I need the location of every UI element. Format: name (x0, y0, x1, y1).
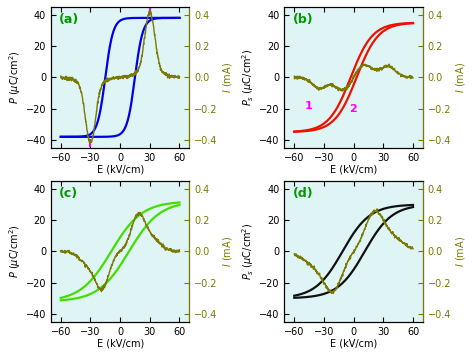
X-axis label: E (kV/cm): E (kV/cm) (97, 338, 144, 348)
Y-axis label: $I\ $(mA): $I\ $(mA) (454, 62, 467, 93)
Y-axis label: $I\ $(mA): $I\ $(mA) (220, 236, 234, 267)
Y-axis label: $I\ $(mA): $I\ $(mA) (454, 236, 467, 267)
Text: 2: 2 (349, 104, 356, 114)
Y-axis label: $P\ (\mu$C/cm$^2)$: $P\ (\mu$C/cm$^2)$ (7, 225, 23, 278)
Text: (b): (b) (293, 12, 313, 26)
Text: (c): (c) (59, 187, 78, 200)
Text: 1: 1 (304, 101, 312, 111)
X-axis label: E (kV/cm): E (kV/cm) (330, 164, 377, 174)
X-axis label: E (kV/cm): E (kV/cm) (97, 164, 144, 174)
Y-axis label: $I\ $(mA): $I\ $(mA) (220, 62, 234, 93)
Y-axis label: $P_s\ (\mu$C/cm$^2)$: $P_s\ (\mu$C/cm$^2)$ (240, 49, 256, 106)
Text: (a): (a) (59, 12, 80, 26)
Y-axis label: $P\ (\mu$C/cm$^2)$: $P\ (\mu$C/cm$^2)$ (7, 50, 23, 104)
Y-axis label: $P_s\ (\mu$C/cm$^2)$: $P_s\ (\mu$C/cm$^2)$ (240, 223, 256, 280)
X-axis label: E (kV/cm): E (kV/cm) (330, 338, 377, 348)
Text: (d): (d) (293, 187, 313, 200)
